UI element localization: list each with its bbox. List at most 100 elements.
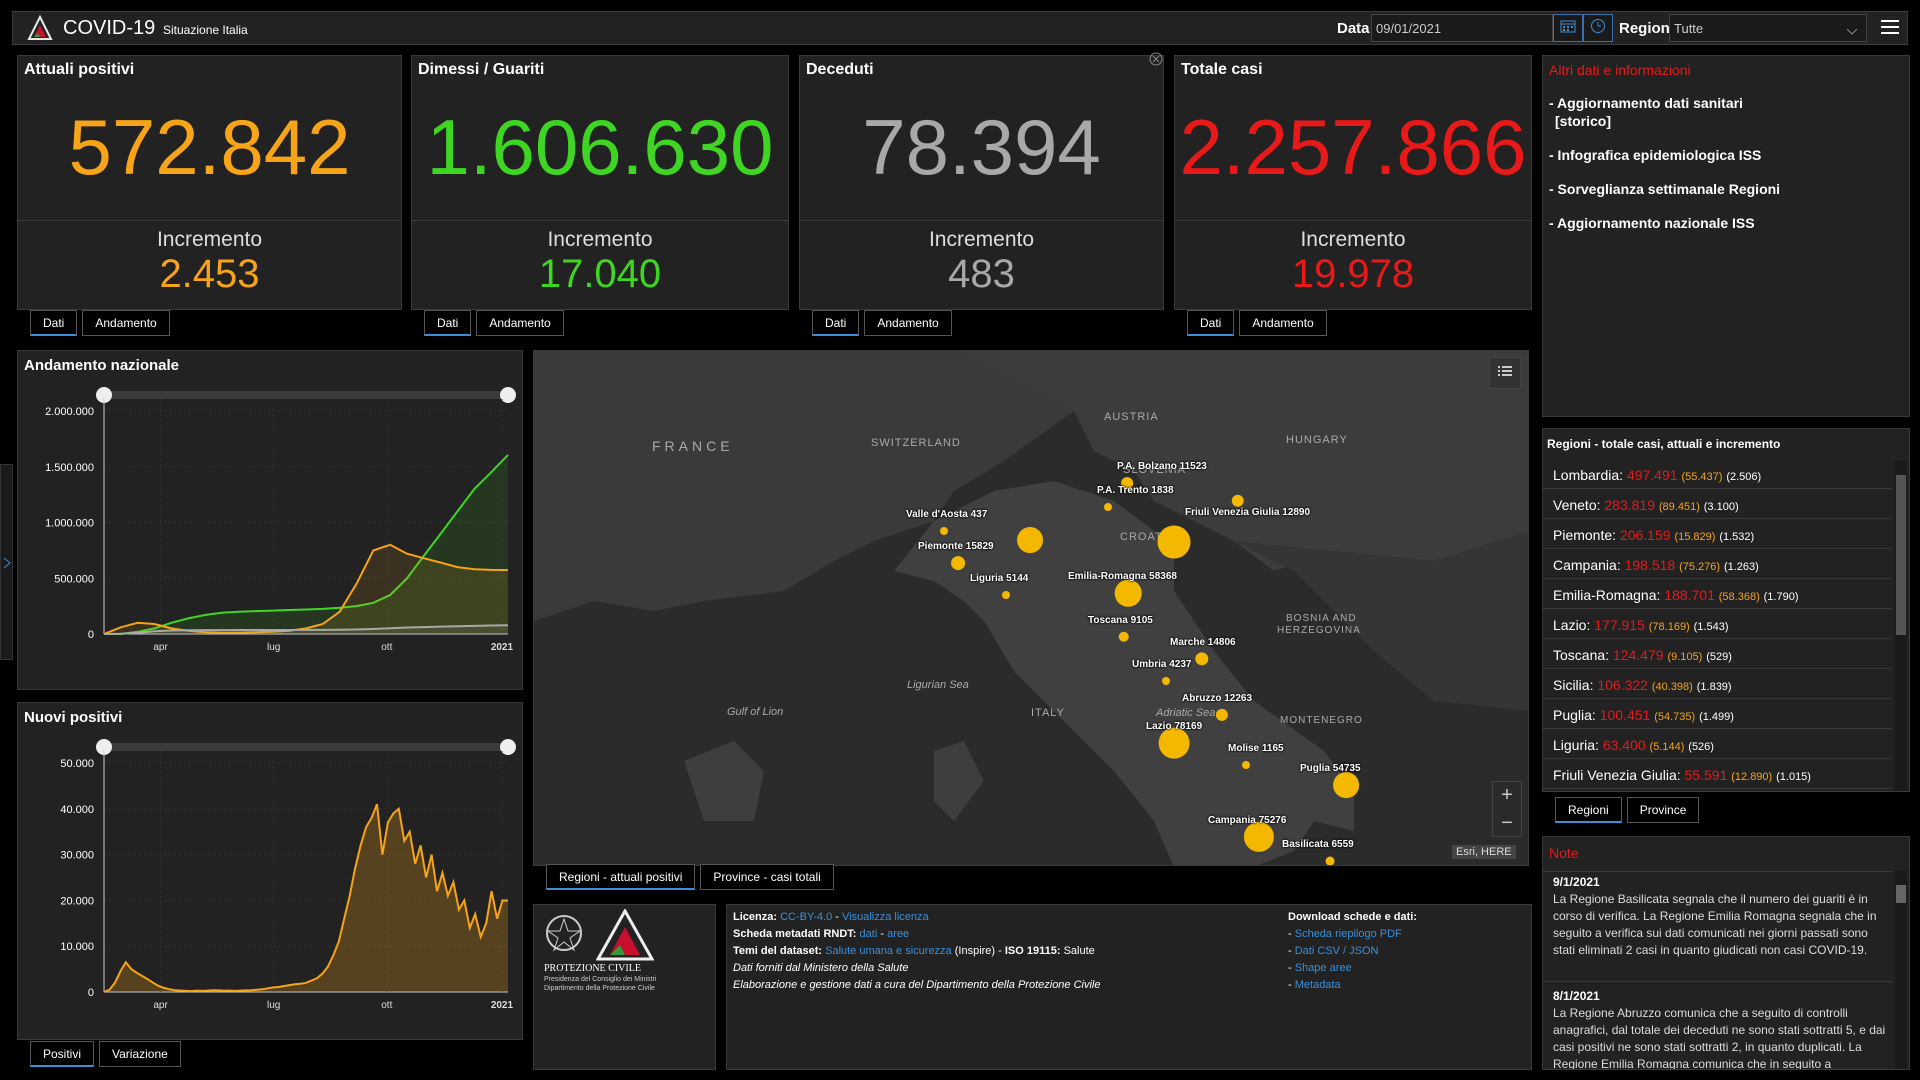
region-row[interactable]: Toscana: 124.479 (9.105) (529) xyxy=(1543,639,1891,669)
map-bubble[interactable] xyxy=(1157,525,1191,559)
map-bubble[interactable] xyxy=(1017,527,1043,553)
y-tick-label: 50.000 xyxy=(60,758,94,770)
tab-andamento[interactable]: Andamento xyxy=(864,310,952,336)
region-select[interactable]: Tutte xyxy=(1669,14,1867,42)
series-line[interactable] xyxy=(103,803,509,993)
gov-subtitle-2: Dipartimento della Protezione Civile xyxy=(544,985,655,992)
scheda-line: Scheda metadati RNDT: dati - aree xyxy=(733,928,909,940)
tab-dati[interactable]: Dati xyxy=(30,310,78,336)
map-bubble[interactable] xyxy=(1121,477,1133,489)
clock-button[interactable] xyxy=(1583,14,1613,42)
iso-value: Salute xyxy=(1060,945,1095,957)
info-link-nazionale-iss[interactable]: - Aggiornamento nazionale ISS xyxy=(1549,215,1755,231)
tab-regioni-attuali-positivi[interactable]: Regioni - attuali positivi xyxy=(546,864,696,890)
scrollbar[interactable] xyxy=(1895,871,1907,1069)
dati-link[interactable]: dati xyxy=(859,928,878,940)
download-metadata-text[interactable]: Metadata xyxy=(1294,979,1341,991)
map-bubble[interactable] xyxy=(1104,503,1112,511)
tab-dati[interactable]: Dati xyxy=(1187,310,1235,336)
zoom-out-icon[interactable]: − xyxy=(1501,812,1513,834)
range-slider-handle[interactable] xyxy=(96,387,112,403)
tab-variazione[interactable]: Variazione xyxy=(99,1041,181,1067)
licenza-link[interactable]: CC-BY-4.0 xyxy=(780,911,833,923)
series-line[interactable] xyxy=(103,543,509,635)
scrollbar-thumb[interactable] xyxy=(1896,885,1906,903)
region-row[interactable]: Lazio: 177.915 (78.169) (1.543) xyxy=(1543,609,1891,639)
tab-dati[interactable]: Dati xyxy=(424,310,472,336)
tab-province[interactable]: Province xyxy=(1626,797,1700,823)
info-link-storico[interactable]: [storico] xyxy=(1555,113,1611,129)
map-bubble[interactable] xyxy=(1215,708,1229,722)
side-panel-handle[interactable] xyxy=(0,464,13,660)
download-csv-text[interactable]: Dati CSV / JSON xyxy=(1294,945,1379,957)
scrollbar[interactable] xyxy=(1895,461,1907,791)
series-line[interactable] xyxy=(103,624,509,635)
range-slider-track[interactable] xyxy=(104,391,508,399)
map-label-italy: ITALY xyxy=(1031,707,1065,719)
range-slider-handle[interactable] xyxy=(500,739,516,755)
tab-andamento[interactable]: Andamento xyxy=(1239,310,1327,336)
map-bubble[interactable] xyxy=(1158,727,1190,759)
region-row[interactable]: Puglia: 100.451 (54.735) (1.499) xyxy=(1543,699,1891,729)
region-row[interactable]: Friuli Venezia Giulia: 55.591 (12.890) (… xyxy=(1543,759,1891,789)
area-chart[interactable]: 50.000 40.000 30.000 20.000 10.000 0 apr lug ott… xyxy=(18,733,522,1039)
info-link-sorveglianza[interactable]: - Sorveglianza settimanale Regioni xyxy=(1549,181,1781,197)
tab-positivi[interactable]: Positivi xyxy=(30,1041,95,1067)
region-row[interactable]: Sicilia: 106.322 (40.398) (1.839) xyxy=(1543,669,1891,699)
calendar-button[interactable] xyxy=(1553,14,1583,42)
tab-andamento[interactable]: Andamento xyxy=(82,310,170,336)
download-pdf-link[interactable]: - Scheda riepilogo PDF xyxy=(1288,928,1402,940)
stat-increment-value: 483 xyxy=(948,252,1015,296)
region-row[interactable]: Veneto: 283.819 (89.451) (3.100) xyxy=(1543,489,1891,519)
zoom-in-icon[interactable]: + xyxy=(1501,784,1513,806)
regions-list[interactable]: Lombardia: 497.491 (55.437) (2.506) Venet… xyxy=(1543,459,1891,791)
info-link-dati-sanitari[interactable]: - Aggiornamento dati sanitari xyxy=(1549,95,1743,111)
salute-link[interactable]: Salute umana e sicurezza xyxy=(825,945,952,957)
region-row[interactable]: Campania: 198.518 (75.276) (1.263) xyxy=(1543,549,1891,579)
map-bubble[interactable] xyxy=(1242,761,1250,769)
download-pdf-text[interactable]: Scheda riepilogo PDF xyxy=(1294,928,1402,940)
map-bubble-label: Umbria 4237 xyxy=(1132,659,1192,670)
region-row[interactable]: Liguria: 63.400 (5.144) (526) xyxy=(1543,729,1891,759)
tab-province-casi-totali[interactable]: Province - casi totali xyxy=(700,864,834,890)
tab-dati[interactable]: Dati xyxy=(812,310,860,336)
download-metadata-link[interactable]: - Metadata xyxy=(1288,979,1341,991)
map-bubble[interactable] xyxy=(1231,494,1245,508)
map-bubble[interactable] xyxy=(1195,652,1209,666)
series-line[interactable] xyxy=(104,454,509,635)
download-csv-link[interactable]: - Dati CSV / JSON xyxy=(1288,945,1379,957)
region-total: 124.479 xyxy=(1612,647,1664,663)
download-shape-text[interactable]: Shape aree xyxy=(1294,962,1352,974)
map-bubble[interactable] xyxy=(1325,856,1335,865)
region-row[interactable]: Lombardia: 497.491 (55.437) (2.506) xyxy=(1543,459,1891,489)
aree-link[interactable]: aree xyxy=(887,928,910,940)
tab-andamento[interactable]: Andamento xyxy=(476,310,564,336)
y-tick-label: 10.000 xyxy=(60,941,94,953)
map-bubble[interactable] xyxy=(940,527,948,535)
map-bubble[interactable] xyxy=(1333,772,1359,798)
map-bubble[interactable] xyxy=(1162,677,1170,685)
map-bubble[interactable] xyxy=(1002,591,1010,599)
note-text: La Regione Basilicata segnala che il num… xyxy=(1553,892,1877,957)
range-slider-handle[interactable] xyxy=(96,739,112,755)
info-link-iss[interactable]: - Infografica epidemiologica ISS xyxy=(1549,147,1762,163)
download-shape-link[interactable]: - Shape aree xyxy=(1288,962,1352,974)
tab-regioni[interactable]: Regioni xyxy=(1555,797,1622,823)
visualizza-licenza-link[interactable]: Visualizza licenza xyxy=(842,911,929,923)
legend-button[interactable] xyxy=(1489,357,1521,389)
range-slider-track[interactable] xyxy=(104,743,508,751)
map-view[interactable]: FRANCE SWITZERLAND AUSTRIA HUNGARY SLOVE… xyxy=(533,350,1529,866)
close-icon[interactable] xyxy=(1148,51,1164,72)
line-chart[interactable]: 2.000.000 1.500.000 1.000.000 500.000 0 apr lu… xyxy=(18,381,522,689)
menu-button[interactable] xyxy=(1881,18,1901,41)
map-bubble[interactable] xyxy=(951,556,965,570)
range-slider-handle[interactable] xyxy=(500,387,516,403)
scrollbar-thumb[interactable] xyxy=(1896,475,1906,635)
map-bubble[interactable] xyxy=(1114,579,1142,607)
region-row[interactable]: Piemonte: 206.159 (15.829) (1.532) xyxy=(1543,519,1891,549)
separator: - xyxy=(877,928,888,940)
map-bubble[interactable] xyxy=(1243,821,1275,853)
map-bubble[interactable] xyxy=(1118,631,1130,643)
region-row[interactable]: Emilia-Romagna: 188.701 (58.368) (1.790) xyxy=(1543,579,1891,609)
date-input[interactable]: 09/01/2021 xyxy=(1371,14,1553,42)
